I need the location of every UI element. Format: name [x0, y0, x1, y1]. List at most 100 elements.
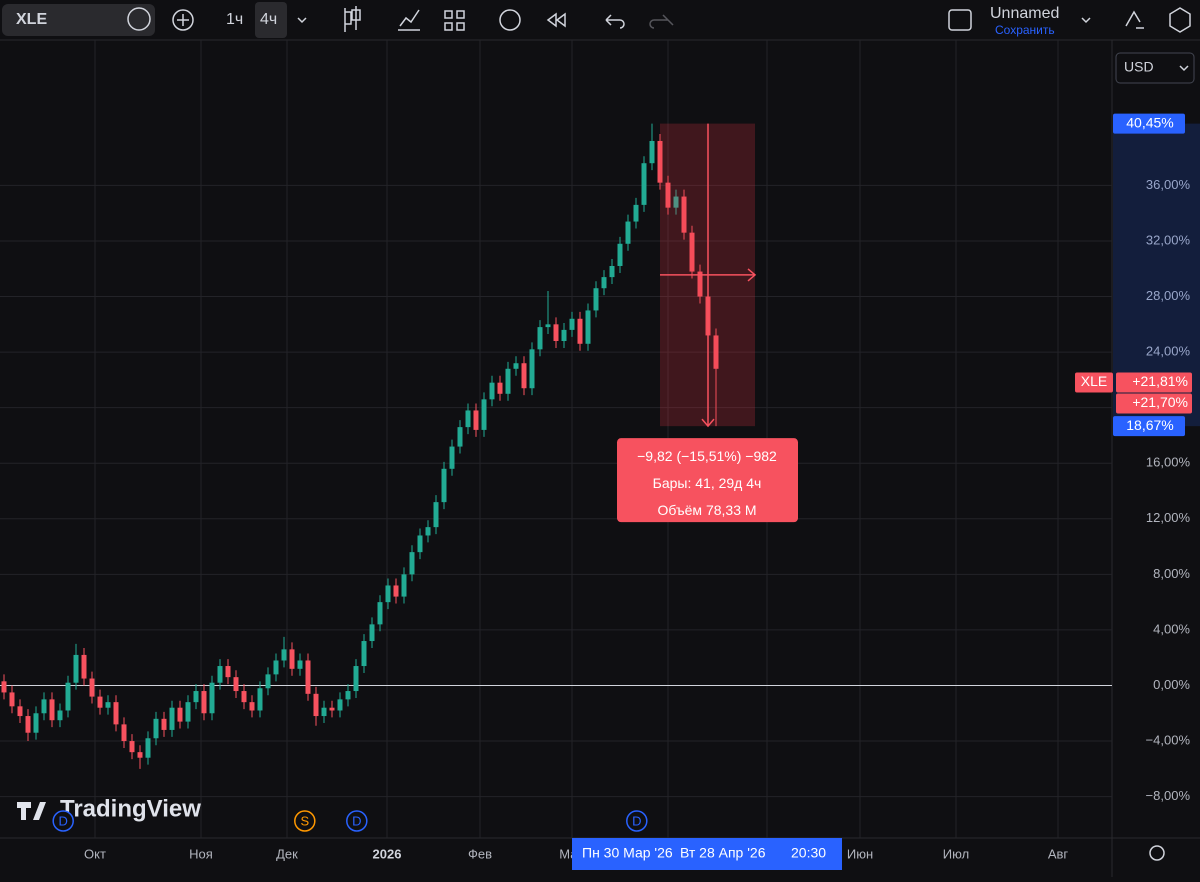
event-marker[interactable]: [52, 810, 74, 832]
x-tick-label: Авг: [1048, 846, 1069, 861]
symbol-search[interactable]: [2, 4, 155, 36]
candle-body: [321, 707, 327, 717]
axis-settings[interactable]: [1149, 845, 1165, 861]
layout-name[interactable]: Unnamed: [990, 5, 1059, 22]
candle-body: [305, 660, 311, 694]
replay[interactable]: [546, 12, 566, 28]
candle-body: [233, 677, 239, 692]
watermark-logo: [17, 802, 46, 820]
time-range-end: Вт 28 Апр '26: [680, 845, 766, 861]
candle-body: [417, 535, 423, 553]
candle-body: [185, 702, 191, 722]
symbol-tag: [1075, 372, 1113, 393]
candle-body: [633, 204, 639, 222]
quick-search[interactable]: [1125, 10, 1144, 29]
redo[interactable]: [649, 14, 674, 29]
candle-body: [81, 654, 87, 679]
price-marker-label: 18,67%: [1126, 417, 1173, 433]
candle-body: [113, 702, 119, 725]
candle-body: [513, 363, 519, 369]
event-marker[interactable]: [346, 810, 368, 832]
price-marker: [1113, 113, 1185, 134]
candle-body: [25, 716, 31, 733]
measure-v-arrow: [701, 418, 715, 428]
layout-menu[interactable]: [1081, 17, 1091, 24]
candle-body: [713, 335, 719, 369]
chart-style[interactable]: [344, 6, 361, 32]
interval-menu[interactable]: [297, 17, 307, 24]
y-tick-label: 12,00%: [1146, 510, 1191, 525]
candle-body: [273, 660, 279, 675]
x-tick-label: Июл: [943, 846, 969, 861]
candle-body: [585, 310, 591, 344]
candle-body: [593, 288, 599, 311]
candle-body: [657, 140, 663, 183]
candle-body: [681, 196, 687, 233]
candle-body: [337, 699, 343, 711]
candle-body: [353, 666, 359, 692]
event-label: S: [300, 813, 309, 828]
last-price-tag: [1116, 393, 1192, 414]
symbol[interactable]: XLE: [16, 11, 47, 28]
y-tick-label: 0,00%: [1153, 677, 1190, 692]
candle-body: [521, 363, 527, 389]
add-symbol[interactable]: [172, 9, 194, 31]
candle-body: [249, 702, 255, 711]
candle-body: [609, 265, 615, 278]
x-tick-label: Ноя: [189, 846, 213, 861]
time-range-clock: 20:30: [791, 845, 826, 861]
event-label: D: [352, 813, 361, 828]
candle-body: [145, 738, 151, 758]
candle-body: [697, 271, 703, 297]
candle-body: [193, 691, 199, 703]
candle-body: [289, 649, 295, 669]
candle-body: [201, 691, 207, 714]
indicators[interactable]: [398, 9, 420, 31]
measure-tooltip: [617, 438, 798, 523]
candle-body: [137, 752, 143, 758]
candle-body: [673, 196, 679, 208]
y-tick-label: 28,00%: [1146, 288, 1191, 303]
candle-body: [473, 410, 479, 430]
undo[interactable]: [605, 14, 625, 29]
candle-body: [41, 699, 47, 714]
event-marker[interactable]: [294, 810, 316, 832]
layouts[interactable]: [444, 10, 465, 31]
candle-body: [553, 324, 559, 342]
alert[interactable]: [499, 9, 521, 31]
last-price-label: +21,70%: [1132, 394, 1188, 410]
candle-body: [65, 682, 71, 711]
currency-menu: [1179, 65, 1189, 72]
candle-body: [153, 718, 159, 739]
interval-1h[interactable]: 1ч: [226, 11, 243, 28]
layout-icon[interactable]: [948, 9, 972, 31]
overlay: −9,82 (−15,51%) −982 Бары: 41, 29д 4ч Объё…: [617, 123, 798, 523]
candle-body: [313, 693, 319, 717]
candle-body: [217, 666, 223, 683]
event-marker[interactable]: [626, 810, 648, 832]
settings[interactable]: [1169, 7, 1191, 33]
candle-body: [105, 702, 111, 708]
currency[interactable]: USD: [1124, 59, 1154, 75]
event-label: D: [59, 813, 68, 828]
interval-4h[interactable]: 4ч: [260, 11, 277, 28]
candle-body: [641, 163, 647, 205]
alert-icon[interactable]: [127, 7, 151, 31]
candle-body: [689, 232, 695, 272]
currency-select[interactable]: [1115, 52, 1195, 84]
price-marker: [1113, 416, 1185, 437]
candle-body: [209, 682, 215, 714]
plot: [1, 123, 719, 769]
candle-body: [161, 718, 167, 730]
candle-body: [505, 368, 511, 394]
candle-body: [89, 678, 95, 697]
candle-body: [257, 688, 263, 711]
interval-active: [255, 2, 287, 38]
candle-body: [577, 318, 583, 344]
candle-body: [617, 243, 623, 266]
y-tick-label: 4,00%: [1153, 621, 1190, 636]
save-button[interactable]: Сохранить: [995, 23, 1055, 37]
